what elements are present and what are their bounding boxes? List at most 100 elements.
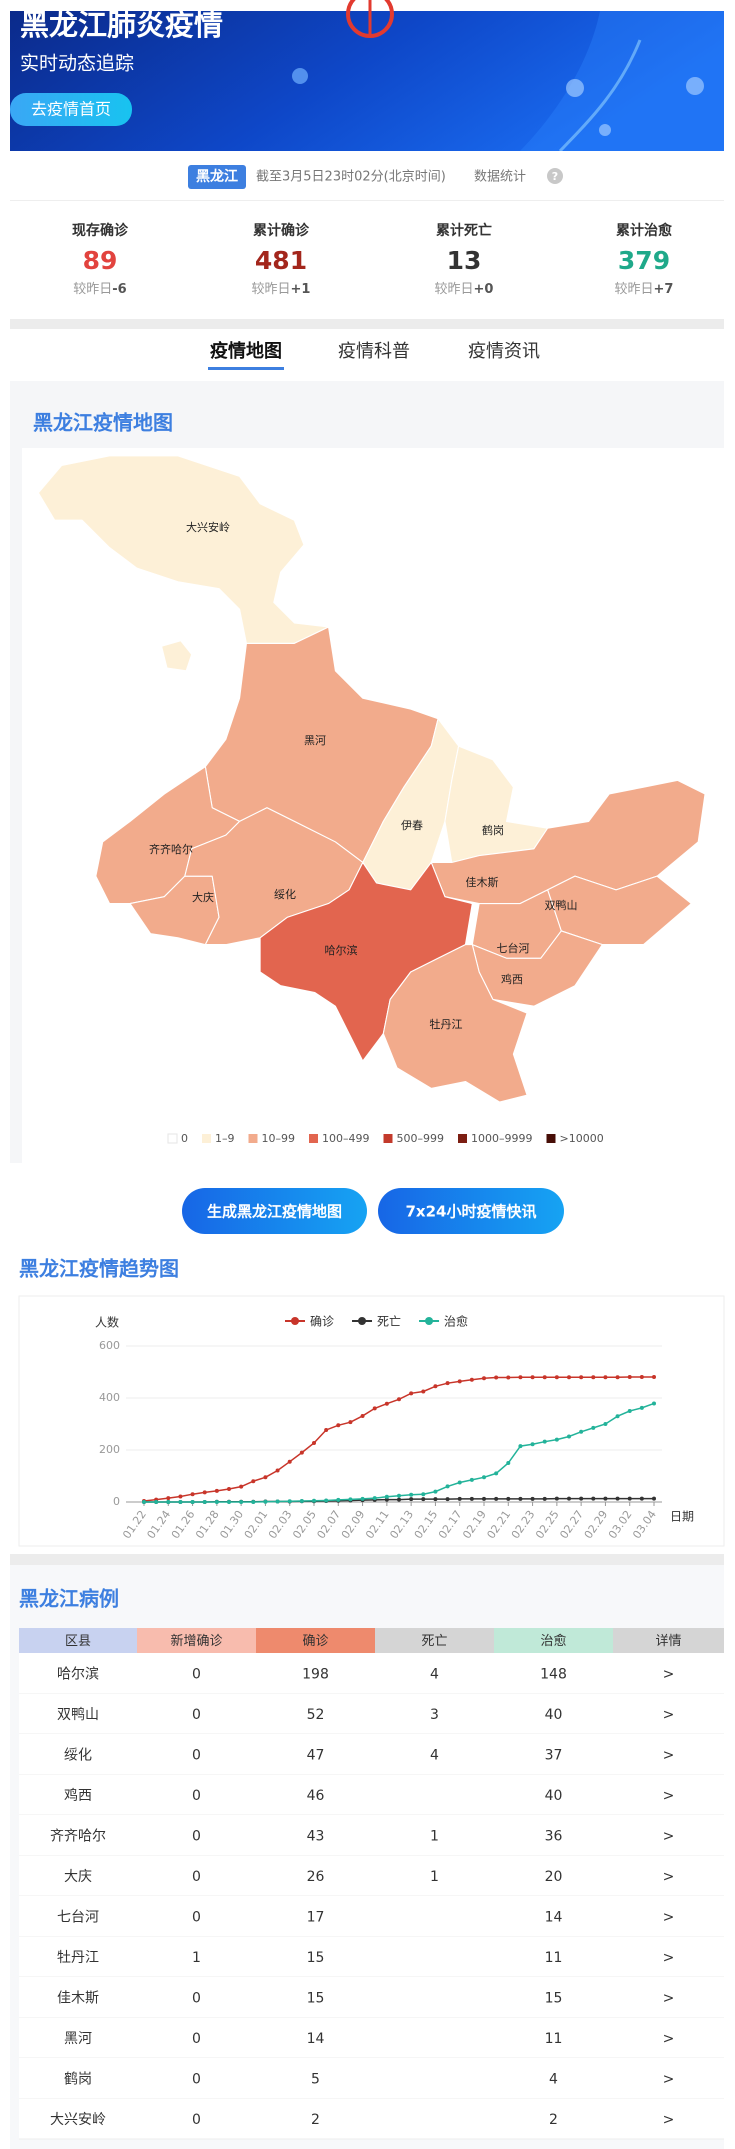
action-button[interactable] (378, 1188, 564, 1234)
table-cell: 46 (307, 1788, 325, 1804)
detail-link[interactable]: > (663, 1950, 675, 1966)
data-point (154, 1500, 159, 1504)
detail-link[interactable]: > (663, 1666, 675, 1682)
banner-decoration (558, 39, 642, 153)
data-point (445, 1381, 450, 1386)
stat-value: 481 (255, 246, 307, 275)
legend-label: 确诊 (310, 1315, 334, 1329)
data-point (639, 1405, 644, 1410)
data-point (579, 1429, 584, 1434)
region-badge-label: 黑龙江 (196, 168, 238, 185)
detail-link[interactable]: > (663, 1990, 675, 2006)
map-title: 黑龙江疫情地图 (33, 411, 173, 435)
data-point (469, 1496, 474, 1501)
table-cell: 鹤岗 (64, 2071, 92, 2087)
help-icon-label[interactable]: ? (552, 170, 558, 183)
home-button-label[interactable]: 去疫情首页 (31, 100, 111, 119)
action-button-label[interactable]: 生成黑龙江疫情地图 (207, 1203, 342, 1221)
home-button[interactable] (10, 93, 132, 126)
detail-link[interactable]: > (663, 1828, 675, 1844)
data-point (554, 1437, 559, 1442)
table-cell: 2 (311, 2112, 320, 2128)
detail-link[interactable]: > (663, 1788, 675, 1804)
data-point (299, 1450, 304, 1455)
data-point (567, 1434, 571, 1439)
table-cell: 七台河 (57, 1909, 99, 1925)
y-tick-label: 200 (99, 1443, 120, 1456)
stat-label: 现存确诊 (72, 222, 129, 239)
data-point (542, 1439, 547, 1444)
data-point (482, 1496, 486, 1501)
region-label: 双鸭山 (545, 899, 578, 912)
stat-delta: 较昨日+7 (615, 282, 674, 297)
data-point (263, 1475, 268, 1480)
stat-delta: 较昨日+1 (252, 282, 311, 297)
detail-link[interactable]: > (663, 2071, 675, 2087)
region-label: 伊春 (401, 819, 423, 832)
divider (10, 200, 724, 201)
legend-swatch (248, 1134, 258, 1143)
tab[interactable]: 疫情资讯 (468, 341, 540, 362)
legend-swatch (546, 1134, 556, 1143)
data-point (518, 1444, 523, 1449)
tab[interactable]: 疫情地图 (210, 340, 282, 362)
data-point (312, 1498, 316, 1503)
action-button-label[interactable]: 7x24小时疫情快讯 (406, 1203, 537, 1221)
detail-link[interactable]: > (663, 2112, 675, 2128)
data-point (360, 1496, 365, 1501)
data-point (239, 1500, 244, 1504)
detail-link[interactable]: > (663, 2031, 675, 2047)
data-point (421, 1497, 426, 1502)
data-point (275, 1499, 280, 1504)
legend-swatch (202, 1134, 211, 1143)
stat-delta: 较昨日-6 (73, 282, 126, 297)
data-point (518, 1375, 523, 1380)
data-point (567, 1496, 571, 1501)
help-icon[interactable] (547, 168, 563, 184)
stat-delta-label: 较昨日 (615, 282, 654, 297)
region-label: 鹤岗 (482, 823, 504, 837)
x-axis-label: 日期 (670, 1510, 694, 1524)
data-point (348, 1420, 353, 1425)
table-cell: 17 (307, 1909, 325, 1925)
detail-link[interactable]: > (663, 1707, 675, 1723)
legend-label: 0 (181, 1132, 188, 1145)
data-point (324, 1427, 329, 1432)
data-point (287, 1499, 292, 1504)
page-subtitle: 实时动态追踪 (20, 53, 134, 75)
table-cell: 佳木斯 (57, 1990, 99, 2006)
data-point (494, 1375, 499, 1380)
table-row (19, 1653, 724, 1694)
detail-link[interactable]: > (663, 1747, 675, 1763)
table-cell: 3 (430, 1707, 439, 1723)
detail-link[interactable]: > (663, 1869, 675, 1885)
table-cell: 黑河 (64, 2031, 92, 2047)
data-point (384, 1497, 389, 1502)
data-point (421, 1492, 426, 1497)
data-point (457, 1496, 462, 1501)
detail-link[interactable]: > (663, 1909, 675, 1925)
header-cell (137, 1628, 256, 1653)
table-row (19, 1977, 724, 2018)
stat-delta-label: 较昨日 (73, 282, 112, 297)
header-cell (19, 1628, 137, 1653)
data-point (227, 1487, 231, 1491)
table-cell: 0 (192, 1828, 201, 1844)
table-row (19, 1896, 724, 1937)
data-point (166, 1496, 171, 1501)
data-point (360, 1413, 365, 1418)
tab[interactable]: 疫情科普 (338, 341, 410, 362)
summary-bg (10, 151, 724, 319)
table-cell: 0 (192, 1747, 201, 1763)
map-region[interactable] (382, 944, 528, 1103)
banner-decoration (566, 79, 584, 97)
data-point (652, 1401, 656, 1406)
table-cell: 20 (545, 1869, 563, 1885)
section-gap (10, 1554, 724, 1565)
map-region[interactable] (37, 455, 330, 644)
data-point (615, 1375, 620, 1380)
table-cell: 1 (430, 1828, 439, 1844)
action-button[interactable] (182, 1188, 367, 1234)
legend-label: 100–499 (322, 1132, 370, 1145)
map-region[interactable] (160, 640, 193, 672)
